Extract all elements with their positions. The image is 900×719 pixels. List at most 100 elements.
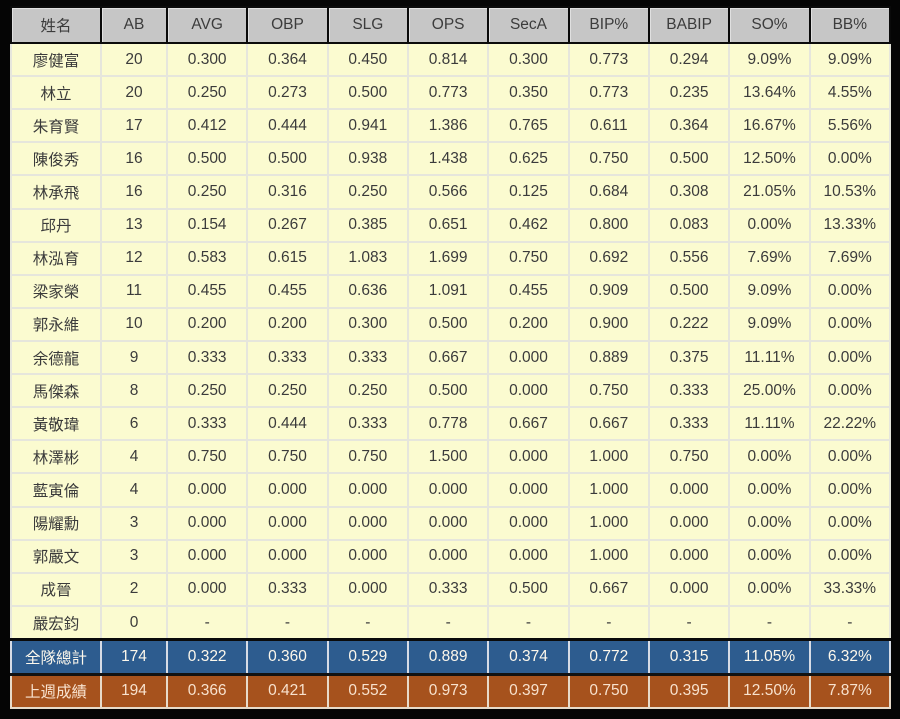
stat-cell-babip: 0.000 [647, 538, 731, 574]
column-header-name: 姓名 [10, 6, 102, 44]
player-name-cell: 林澤彬 [10, 439, 102, 475]
stat-cell-slg: 1.083 [326, 240, 409, 276]
player-name-cell: 林泓育 [10, 240, 102, 276]
stat-cell-ab: 4 [100, 439, 168, 475]
player-name-cell: 成晉 [10, 571, 102, 607]
stat-cell-seca: 0.500 [487, 571, 570, 607]
stat-cell-bb-pct: - [808, 604, 892, 641]
player-row: 陳俊秀 16 0.500 0.500 0.938 1.438 0.625 0.7… [10, 141, 892, 177]
stat-cell-obp: 0.500 [246, 141, 329, 177]
stat-cell-ops: 0.889 [406, 638, 490, 676]
stat-cell-ops: 1.386 [406, 108, 490, 144]
stat-cell-bb-pct: 5.56% [808, 108, 892, 144]
stat-cell-seca: 0.397 [487, 672, 570, 709]
stat-cell-seca: 0.462 [487, 207, 570, 243]
player-name-cell: 郭永維 [10, 306, 102, 342]
stat-cell-ab: 13 [100, 207, 168, 243]
player-row: 林承飛 16 0.250 0.316 0.250 0.566 0.125 0.6… [10, 174, 892, 210]
stat-cell-ops: 0.814 [406, 41, 490, 78]
stat-cell-seca: 0.350 [487, 75, 570, 111]
stat-cell-bb-pct: 0.00% [808, 306, 892, 342]
stat-cell-ab: 17 [100, 108, 168, 144]
stat-cell-bb-pct: 0.00% [808, 439, 892, 475]
stat-cell-ops: 1.500 [406, 439, 490, 475]
stat-cell-so-pct: 9.09% [728, 273, 811, 309]
stat-cell-slg: 0.450 [326, 41, 409, 78]
stat-cell-avg: 0.333 [165, 406, 249, 442]
stat-cell-babip: 0.000 [647, 571, 731, 607]
player-name-cell: 林承飛 [10, 174, 102, 210]
stat-cell-bb-pct: 13.33% [808, 207, 892, 243]
stat-cell-bb-pct: 4.55% [808, 75, 892, 111]
stat-cell-babip: 0.750 [647, 439, 731, 475]
stat-cell-seca: - [487, 604, 570, 641]
stat-cell-obp: 0.333 [246, 339, 329, 376]
stat-cell-ab: 3 [100, 505, 168, 541]
player-name-cell: 陳俊秀 [10, 141, 102, 177]
stat-cell-avg: 0.455 [165, 273, 249, 309]
stat-cell-avg: 0.322 [165, 638, 249, 676]
stat-cell-babip: 0.294 [647, 41, 731, 78]
player-row: 嚴宏鈞 0 - - - - - - - - - [10, 604, 892, 641]
player-row: 藍寅倫 4 0.000 0.000 0.000 0.000 0.000 1.00… [10, 472, 892, 508]
stat-cell-seca: 0.200 [487, 306, 570, 342]
stat-cell-babip: 0.000 [647, 505, 731, 541]
stat-cell-bip-pct: 0.773 [567, 75, 650, 111]
player-name-cell: 馬傑森 [10, 373, 102, 409]
stat-cell-so-pct: 21.05% [728, 174, 811, 210]
stat-cell-bip-pct: 0.667 [567, 571, 650, 607]
column-header-ab: AB [100, 6, 168, 44]
stat-cell-bip-pct: 1.000 [567, 538, 650, 574]
stat-cell-obp: 0.444 [246, 406, 329, 442]
stat-cell-slg: 0.000 [326, 571, 409, 607]
stat-cell-so-pct: 16.67% [728, 108, 811, 144]
player-name-cell: 朱育賢 [10, 108, 102, 144]
stat-cell-slg: 0.250 [326, 174, 409, 210]
stat-cell-ab: 8 [100, 373, 168, 409]
stat-cell-ops: 0.778 [406, 406, 490, 442]
player-name-cell: 梁家榮 [10, 273, 102, 309]
stat-cell-so-pct: 12.50% [728, 672, 811, 709]
stat-cell-babip: 0.500 [647, 273, 731, 309]
player-name-cell: 廖健富 [10, 41, 102, 78]
stat-cell-avg: 0.250 [165, 75, 249, 111]
stat-cell-slg: 0.750 [326, 439, 409, 475]
stat-cell-slg: 0.250 [326, 373, 409, 409]
stat-cell-seca: 0.000 [487, 472, 570, 508]
stat-cell-ab: 194 [100, 672, 168, 709]
stat-cell-avg: 0.200 [165, 306, 249, 342]
stat-cell-bb-pct: 9.09% [808, 41, 892, 78]
stat-cell-bip-pct: 1.000 [567, 505, 650, 541]
stat-cell-babip: 0.333 [647, 406, 731, 442]
stat-cell-babip: 0.333 [647, 373, 731, 409]
stat-cell-seca: 0.125 [487, 174, 570, 210]
stat-cell-ab: 6 [100, 406, 168, 442]
stat-cell-so-pct: 11.05% [728, 638, 811, 676]
stat-cell-so-pct: 0.00% [728, 439, 811, 475]
stat-cell-obp: 0.364 [246, 41, 329, 78]
stat-cell-obp: 0.421 [246, 672, 329, 709]
stat-cell-avg: 0.366 [165, 672, 249, 709]
stat-cell-slg: 0.552 [326, 672, 409, 709]
column-header-avg: AVG [165, 6, 249, 44]
stat-cell-slg: 0.938 [326, 141, 409, 177]
stat-cell-obp: 0.250 [246, 373, 329, 409]
stat-cell-ops: 0.000 [406, 472, 490, 508]
stat-cell-so-pct: 0.00% [728, 505, 811, 541]
stat-cell-bb-pct: 10.53% [808, 174, 892, 210]
stat-cell-ab: 0 [100, 604, 168, 641]
stat-cell-obp: 0.316 [246, 174, 329, 210]
stat-cell-bb-pct: 7.87% [808, 672, 892, 709]
stat-cell-so-pct: 0.00% [728, 571, 811, 607]
stat-cell-obp: 0.360 [246, 638, 329, 676]
stat-cell-obp: 0.000 [246, 538, 329, 574]
player-row: 陽耀勳 3 0.000 0.000 0.000 0.000 0.000 1.00… [10, 505, 892, 541]
stat-cell-ab: 10 [100, 306, 168, 342]
stat-cell-ops: - [406, 604, 490, 641]
stat-cell-so-pct: 0.00% [728, 207, 811, 243]
stat-cell-avg: 0.500 [165, 141, 249, 177]
stat-cell-ab: 174 [100, 638, 168, 676]
player-row: 廖健富 20 0.300 0.364 0.450 0.814 0.300 0.7… [10, 41, 892, 78]
player-name-cell: 陽耀勳 [10, 505, 102, 541]
stat-cell-obp: 0.455 [246, 273, 329, 309]
